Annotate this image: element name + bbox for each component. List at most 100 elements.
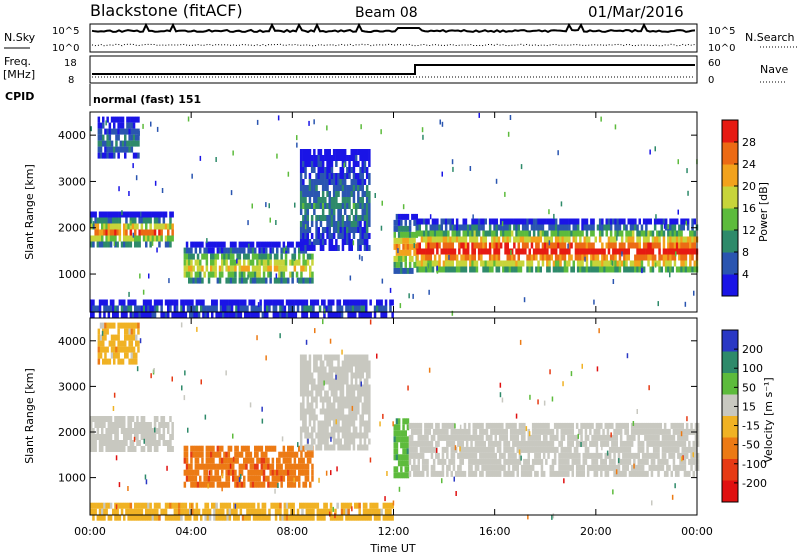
velocity-cell: [112, 446, 115, 452]
velocity-cell: [319, 408, 323, 415]
velocity-cell: [622, 452, 625, 459]
velocity-cell: [368, 390, 371, 397]
power-cell: [328, 245, 331, 251]
power-cell: [537, 218, 540, 225]
power-cell: [517, 248, 520, 255]
colorbar-tick-label: 16: [742, 202, 756, 215]
power-cell: [227, 247, 231, 254]
power-cell: [98, 311, 102, 318]
power-cell: [106, 128, 109, 135]
power-noise-point: [349, 275, 352, 281]
power-cell: [427, 230, 430, 237]
nsky-line: [91, 22, 696, 34]
velocity-cell: [694, 458, 698, 465]
velocity-cell: [501, 434, 504, 441]
velocity-cell: [359, 444, 362, 451]
power-noise-point: [584, 256, 586, 262]
velocity-cell: [361, 390, 364, 397]
power-cell: [601, 266, 604, 273]
power-cell: [623, 266, 626, 273]
power-cell: [255, 311, 258, 318]
power-cell: [368, 191, 371, 197]
power-cell: [310, 311, 313, 318]
power-noise-point: [451, 159, 454, 165]
power-cell: [656, 242, 659, 249]
power-cell: [647, 260, 650, 267]
velocity-cell: [417, 464, 420, 471]
velocity-cell: [258, 481, 261, 488]
velocity-cell: [415, 452, 418, 459]
velocity-cell: [173, 508, 177, 515]
power-cell: [380, 299, 383, 306]
power-cell: [391, 311, 394, 318]
velocity-cell: [149, 440, 152, 446]
velocity-noise-point: [386, 471, 388, 476]
velocity-cell: [426, 458, 429, 465]
velocity-cell: [270, 502, 273, 509]
velocity-cell: [428, 428, 431, 435]
velocity-cell: [512, 446, 515, 453]
power-cell: [145, 217, 148, 224]
power-cell: [256, 253, 259, 260]
power-cell: [336, 299, 339, 306]
velocity-cell: [690, 458, 693, 465]
power-cell: [444, 236, 448, 243]
velocity-cell: [652, 452, 656, 459]
velocity-cell: [536, 422, 539, 429]
velocity-cell: [213, 508, 216, 515]
velocity-cell: [413, 446, 416, 453]
power-cell: [438, 236, 441, 243]
power-cell: [618, 248, 622, 255]
power-cell: [365, 149, 369, 155]
velocity-cell: [461, 452, 464, 459]
power-cell: [302, 259, 305, 266]
velocity-cell: [397, 454, 401, 461]
power-cell: [585, 242, 589, 249]
velocity-cell: [490, 440, 493, 447]
power-cell: [317, 227, 320, 233]
velocity-cell: [261, 514, 265, 521]
power-cell: [249, 241, 253, 248]
velocity-cell: [207, 481, 211, 488]
velocity-cell: [441, 470, 445, 477]
power-cell: [324, 215, 327, 221]
power-cell: [252, 305, 256, 312]
velocity-cell: [529, 434, 533, 441]
power-cell: [103, 223, 106, 230]
velocity-cell: [251, 469, 255, 476]
power-cell: [290, 299, 293, 306]
power-cell: [629, 242, 633, 249]
velocity-cell: [126, 328, 129, 335]
velocity-cell: [267, 457, 270, 464]
power-cell: [462, 260, 465, 267]
velocity-cell: [335, 426, 338, 433]
power-cell: [324, 239, 327, 245]
velocity-cell: [153, 508, 157, 515]
power-cell: [640, 254, 644, 261]
power-cell: [132, 152, 136, 159]
velocity-cell: [140, 514, 144, 521]
velocity-cell: [335, 384, 338, 391]
power-cell: [506, 242, 509, 249]
power-cell: [669, 260, 672, 267]
velocity-cell: [441, 434, 445, 441]
power-cell: [466, 230, 470, 237]
power-cell: [548, 242, 551, 249]
velocity-cell: [617, 446, 621, 453]
power-cell: [258, 253, 261, 260]
velocity-cell: [164, 514, 168, 521]
power-cell: [477, 224, 481, 231]
power-cell: [506, 254, 509, 261]
velocity-cell: [670, 440, 673, 447]
velocity-cell: [652, 458, 656, 465]
velocity-cell: [531, 458, 535, 465]
power-cell: [158, 235, 161, 242]
velocity-cell: [363, 432, 367, 439]
velocity-cell: [317, 426, 320, 433]
power-cell: [244, 299, 247, 306]
velocity-cell: [302, 402, 305, 409]
power-cell: [590, 218, 593, 225]
power-cell: [513, 254, 516, 261]
power-cell: [140, 305, 144, 312]
power-cell: [131, 311, 135, 318]
